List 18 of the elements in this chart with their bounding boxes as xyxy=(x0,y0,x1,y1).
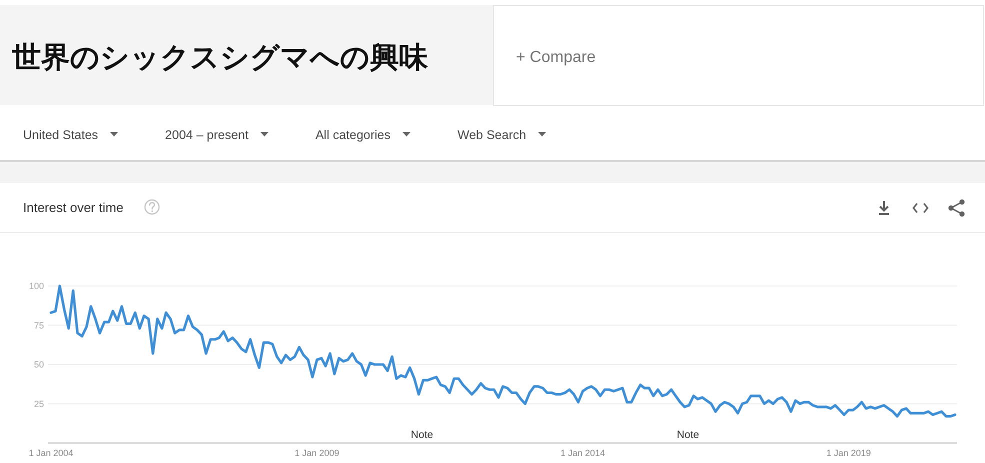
annotation: Note xyxy=(676,429,700,441)
text: + Compare xyxy=(516,49,596,66)
y-tick-label: 75 xyxy=(34,320,44,330)
text: United States xyxy=(23,128,98,142)
x-tick-label: 1 Jan 2019 xyxy=(826,448,871,458)
text: Web Search xyxy=(458,128,526,142)
chart-subtitle: Interest over time xyxy=(23,200,124,215)
text: 2004 – present xyxy=(165,128,249,142)
line-series xyxy=(50,284,956,418)
chart-title: 世界のシックスシグマへの興味 xyxy=(11,42,429,74)
x-tick-label: 1 Jan 2009 xyxy=(294,448,340,458)
y-tick-label: 100 xyxy=(28,281,44,291)
x-tick-label: 1 Jan 2014 xyxy=(560,448,606,458)
x-tick-label: 1 Jan 2004 xyxy=(28,448,74,458)
text: All categories xyxy=(315,128,390,142)
annotation: Note xyxy=(410,429,434,441)
y-tick-label: 50 xyxy=(34,360,44,370)
y-tick-label: 25 xyxy=(34,398,44,409)
